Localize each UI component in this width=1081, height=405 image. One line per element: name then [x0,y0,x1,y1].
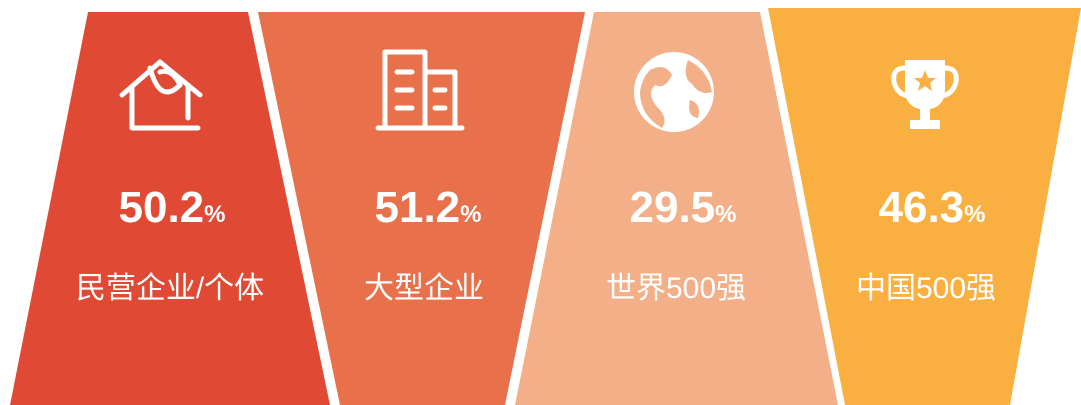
value-unit: % [460,201,481,228]
panel [768,8,1081,405]
value-number: 29.5 [630,183,716,232]
value-number: 50.2 [119,183,205,232]
house-icon [119,59,203,131]
label: 大型企业 [364,272,484,305]
panel [10,12,330,405]
value: 46.3% [879,183,986,232]
value-number: 51.2 [375,183,461,232]
value: 29.5% [630,183,737,232]
value-number: 46.3 [879,183,965,232]
label: 世界500强 [606,272,746,305]
label: 民营企业/个体 [76,272,264,305]
panel [515,12,838,405]
value: 51.2% [375,183,482,232]
value-unit: % [204,201,225,228]
value-unit: % [964,201,985,228]
value: 50.2% [119,183,226,232]
value-unit: % [715,201,736,228]
panel [258,12,585,405]
trophy-icon [891,60,959,129]
globe-icon [634,52,714,132]
building-icon [375,49,465,131]
label: 中国500强 [856,272,996,305]
